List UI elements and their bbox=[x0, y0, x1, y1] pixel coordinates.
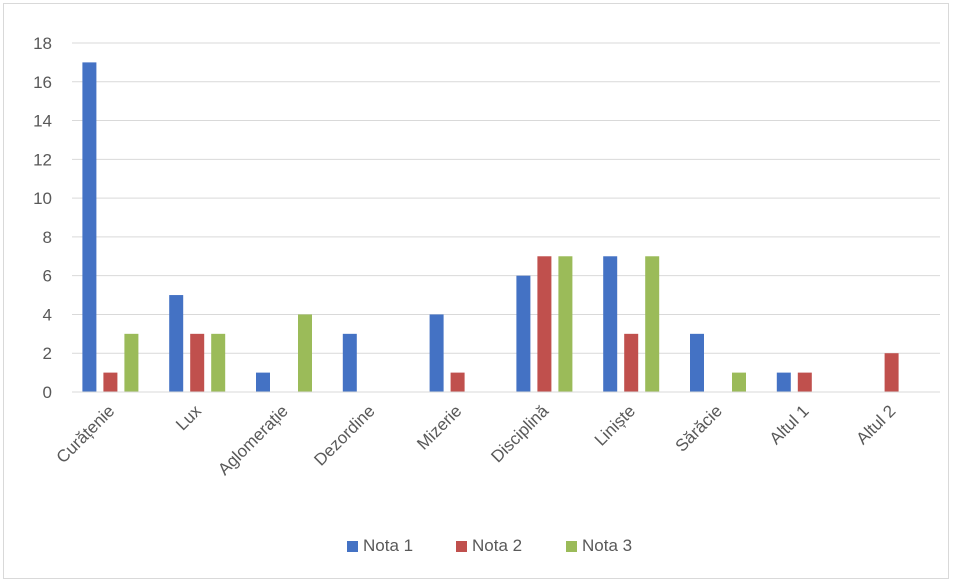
bar-nota-1 bbox=[169, 295, 184, 392]
y-tick-label: 16 bbox=[33, 73, 52, 92]
bar-nota-2 bbox=[537, 256, 552, 392]
legend-swatch bbox=[456, 541, 467, 552]
x-axis-categories: Curățenie Lux Aglomerație Dezordine Mizerie D… bbox=[53, 401, 900, 479]
bar-nota-3 bbox=[645, 256, 660, 392]
category-label: Dezordine bbox=[310, 401, 378, 469]
bar-nota-1 bbox=[82, 62, 97, 393]
bar-nota-3 bbox=[732, 372, 746, 392]
bars bbox=[82, 62, 899, 393]
category-label: Aglomerație bbox=[214, 401, 292, 479]
legend-swatch bbox=[347, 541, 358, 552]
y-tick-label: 12 bbox=[33, 150, 52, 169]
y-tick-label: 2 bbox=[43, 344, 52, 363]
y-tick-label: 8 bbox=[43, 228, 52, 247]
bar-nota-2 bbox=[624, 333, 639, 392]
bar-nota-2 bbox=[797, 372, 812, 392]
bar-nota-3 bbox=[298, 314, 312, 392]
legend-label: Nota 2 bbox=[472, 536, 522, 555]
y-tick-label: 18 bbox=[33, 34, 52, 53]
bar-nota-2 bbox=[190, 333, 205, 392]
bar-nota-1 bbox=[516, 275, 531, 392]
category-label: Curățenie bbox=[53, 401, 119, 467]
legend-swatch bbox=[566, 541, 577, 552]
category-label: Liniște bbox=[591, 401, 639, 449]
bar-nota-2 bbox=[450, 372, 465, 392]
chart-frame bbox=[3, 3, 949, 579]
y-tick-label: 10 bbox=[33, 189, 52, 208]
bar-nota-3 bbox=[124, 333, 139, 392]
y-axis-ticks: 0 2 4 6 8 10 12 14 16 18 bbox=[33, 34, 52, 402]
category-label: Sărăcie bbox=[672, 401, 726, 455]
bar-nota-1 bbox=[690, 333, 704, 392]
bar-nota-1 bbox=[256, 372, 270, 392]
bar-nota-1 bbox=[429, 314, 444, 392]
bar-nota-1 bbox=[603, 256, 618, 392]
legend-label: Nota 3 bbox=[582, 536, 632, 555]
bar-nota-1 bbox=[776, 372, 791, 392]
legend-label: Nota 1 bbox=[363, 536, 413, 555]
category-label: Lux bbox=[172, 401, 205, 434]
legend: Nota 1 Nota 2 Nota 3 bbox=[347, 536, 632, 555]
category-label: Mizerie bbox=[413, 401, 465, 453]
y-tick-label: 14 bbox=[33, 112, 52, 131]
y-tick-label: 6 bbox=[43, 267, 52, 286]
y-tick-label: 4 bbox=[43, 305, 52, 324]
bar-nota-2 bbox=[884, 353, 899, 392]
bar-nota-3 bbox=[558, 256, 573, 392]
y-tick-label: 0 bbox=[43, 383, 52, 402]
bar-nota-1 bbox=[342, 333, 357, 392]
gridlines bbox=[72, 42, 940, 354]
bar-nota-2 bbox=[103, 372, 118, 392]
category-label: Disciplină bbox=[487, 401, 552, 466]
category-label: Altul 1 bbox=[766, 401, 813, 448]
category-label: Altul 2 bbox=[853, 401, 900, 448]
bar-nota-3 bbox=[211, 333, 226, 392]
